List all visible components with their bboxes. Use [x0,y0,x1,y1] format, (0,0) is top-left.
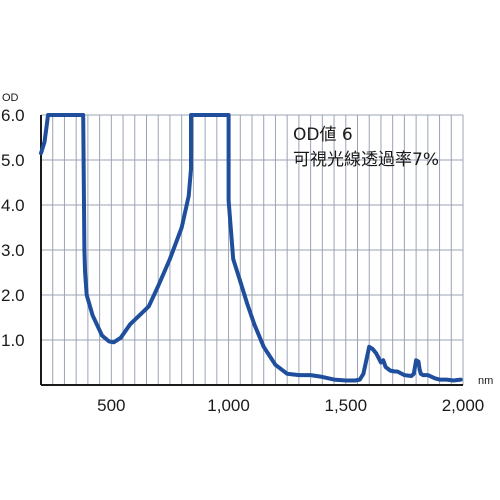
annotation-transmittance: 可視光線透過率7% [293,150,439,170]
x-tick-label: 1,000 [207,396,250,415]
y-axis-label: OD [2,92,19,104]
x-tick-label: 1,500 [325,396,368,415]
x-tick-labels: 500 1,000 1,500 2,000 [97,396,484,415]
y-tick-label: 6.0 [1,106,25,125]
series-line-0 [39,113,463,383]
x-tick-label: 2,000 [442,396,485,415]
y-tick-label: 2.0 [1,286,25,305]
x-axis-label: nm [478,375,493,387]
y-tick-labels: 1.0 2.0 3.0 4.0 5.0 6.0 [1,106,25,350]
y-tick-label: 4.0 [1,196,25,215]
series-layer [39,113,463,383]
x-tick-label: 500 [97,396,125,415]
y-tick-label: 3.0 [1,241,25,260]
horizontal-gridlines [41,114,463,341]
y-tick-label: 1.0 [1,331,25,350]
annotation-od-value: OD値 6 [293,125,353,145]
y-tick-label: 5.0 [1,151,25,170]
